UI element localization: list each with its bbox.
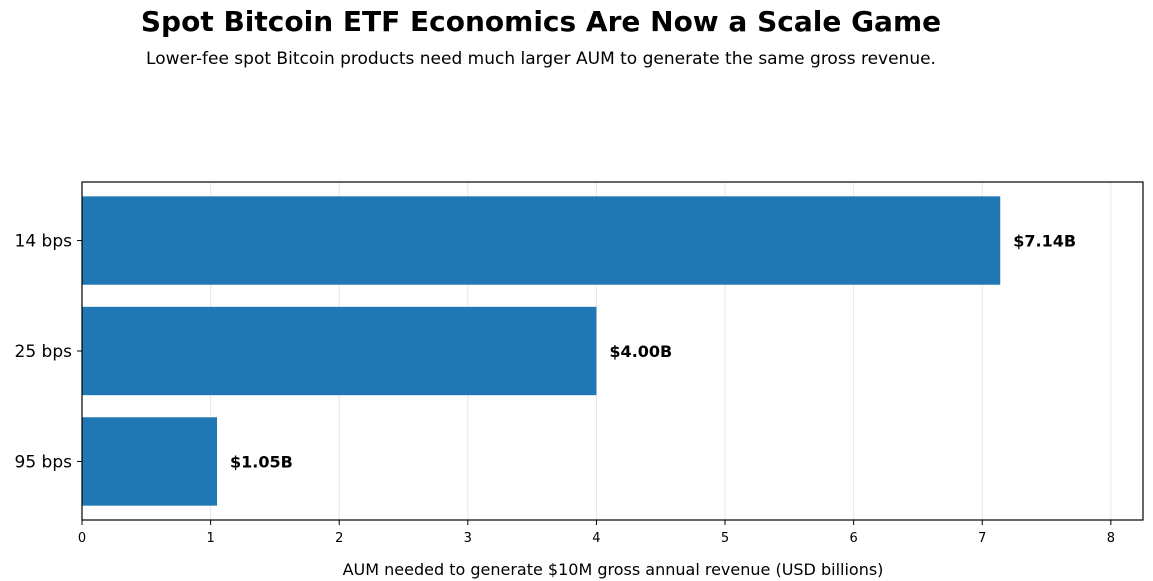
- x-tick-label: 8: [1107, 531, 1115, 546]
- x-tick-label: 3: [464, 531, 472, 546]
- x-tick-label: 7: [978, 531, 986, 546]
- x-tick-label: 1: [206, 531, 214, 546]
- x-tick-label: 5: [721, 531, 729, 546]
- y-category-label: 25 bps: [15, 342, 73, 362]
- y-category-label: 14 bps: [15, 232, 73, 252]
- bar-value-label: $1.05B: [230, 452, 293, 471]
- data-labels: $7.14B $4.00B $1.05B: [230, 232, 1076, 472]
- y-category-label: 95 bps: [15, 452, 73, 472]
- x-tick-label: 0: [78, 531, 86, 546]
- chart-subtitle: Lower-fee spot Bitcoin products need muc…: [146, 49, 936, 69]
- chart-title: Spot Bitcoin ETF Economics Are Now a Sca…: [141, 5, 941, 38]
- x-tick-label: 6: [849, 531, 857, 546]
- bar: [82, 196, 1001, 285]
- bar-value-label: $4.00B: [609, 342, 672, 361]
- x-axis-ticks: 0 1 2 3 4 5 6 7 8: [78, 520, 1115, 546]
- bar: [82, 306, 597, 396]
- bars: [82, 196, 1001, 506]
- x-tick-label: 2: [335, 531, 343, 546]
- y-axis-categories: 14 bps 25 bps 95 bps: [15, 232, 82, 472]
- x-axis-label: AUM needed to generate $10M gross annual…: [343, 560, 884, 579]
- bar: [82, 417, 218, 506]
- x-tick-label: 4: [592, 531, 600, 546]
- bar-value-label: $7.14B: [1013, 232, 1076, 251]
